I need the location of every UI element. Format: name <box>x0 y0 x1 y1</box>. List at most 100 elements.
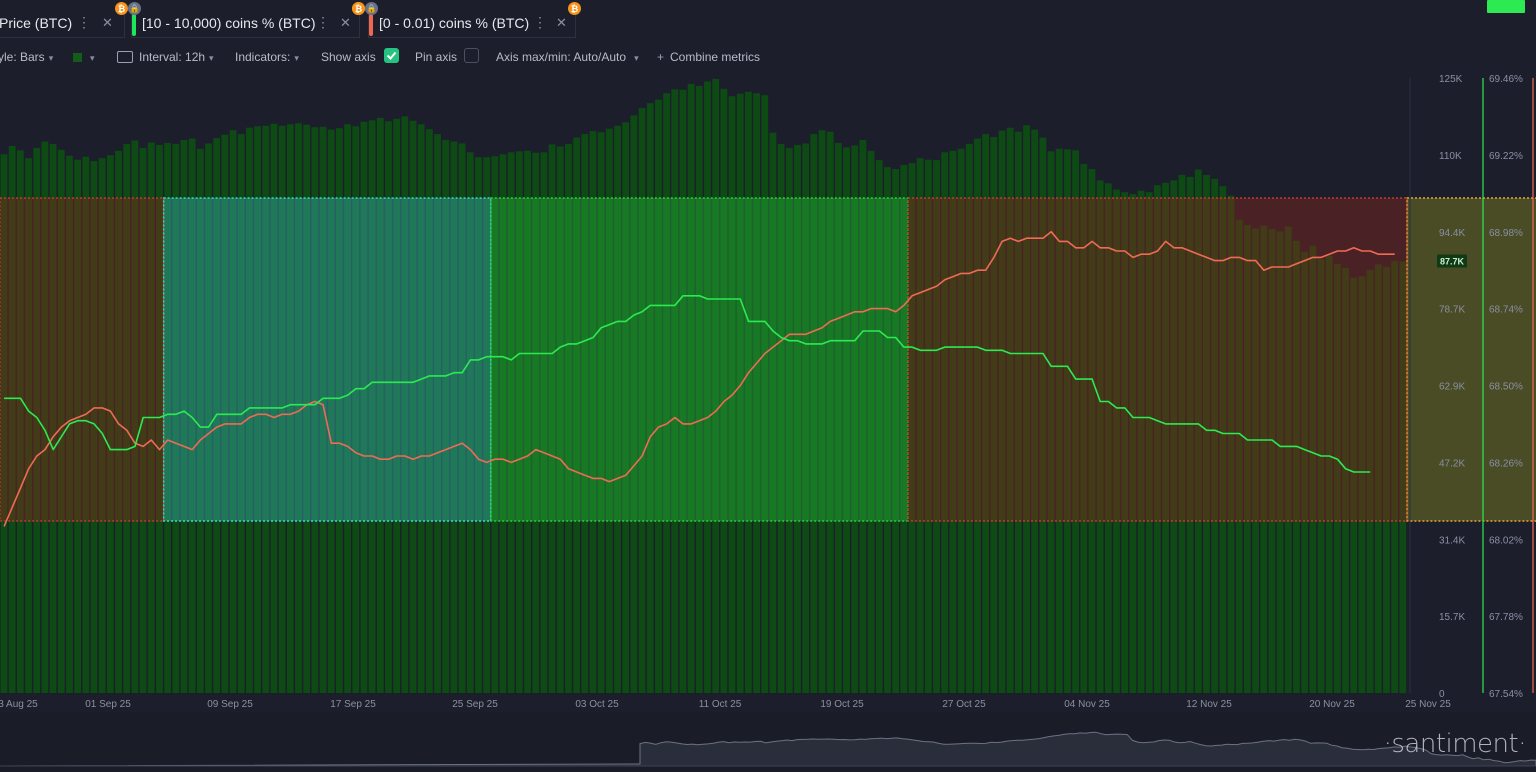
price-bar <box>393 118 401 693</box>
price-bar <box>1399 261 1407 693</box>
price-bar <box>655 99 662 693</box>
interval-label: Interval: 12h <box>139 50 206 64</box>
price-bar <box>0 154 8 693</box>
price-bar <box>466 152 474 694</box>
price-bar <box>1383 266 1390 693</box>
more-icon[interactable]: ⋮ <box>77 14 91 30</box>
price-bar <box>900 165 908 694</box>
price-bar <box>1219 186 1227 694</box>
price-bar <box>1350 277 1358 693</box>
price-axis-tick-label: 0 <box>1439 689 1445 700</box>
check-icon <box>386 51 397 60</box>
indicators-label: Indicators: <box>235 50 291 64</box>
close-icon[interactable]: ✕ <box>340 15 351 30</box>
price-bar <box>843 147 850 693</box>
price-bar <box>1064 149 1071 694</box>
price-bar <box>327 129 335 693</box>
price-bar <box>1104 183 1112 693</box>
price-bar <box>605 128 613 693</box>
timeline-navigator[interactable] <box>0 712 1536 772</box>
chart-canvas[interactable]: 125K 110K 94.4K 78.7K 62.9K 47.2K 31.4K 15.7K 0 6… <box>0 0 1536 712</box>
price-bar <box>1227 195 1235 693</box>
price-bar <box>1031 129 1039 693</box>
x-axis-tick-label: 3 Aug 25 <box>0 699 38 710</box>
price-bar <box>1325 255 1333 693</box>
percent-axis-tick-label: 68.02% <box>1489 535 1523 546</box>
combine-metrics-button[interactable]: + Combine metrics <box>657 50 760 64</box>
close-icon[interactable]: ✕ <box>556 15 567 30</box>
price-bar <box>924 159 932 693</box>
price-bar <box>802 143 810 693</box>
price-bar <box>1309 245 1317 693</box>
x-axis-tick-label: 25 Sep 25 <box>452 699 498 710</box>
price-bar <box>1137 190 1145 693</box>
tab-label: [0 - 0.01) coins % (BTC) <box>379 14 530 31</box>
pin-axis-checkbox[interactable] <box>464 48 479 63</box>
metric-tabs: Price (BTC) ⋮ ✕ ₿ [10 - 10,000) coins % … <box>0 0 1536 42</box>
indicators-dropdown[interactable]: Indicators: ▾ <box>235 50 299 64</box>
price-bar <box>614 125 621 693</box>
price-bar <box>884 167 891 693</box>
chevron-down-icon: ▾ <box>294 53 299 63</box>
price-bar <box>156 144 163 694</box>
price-bar <box>1006 127 1014 693</box>
price-bar <box>630 115 638 694</box>
more-icon[interactable]: ⋮ <box>533 14 547 30</box>
signal-zone-orange <box>1406 197 1536 522</box>
price-bar <box>450 141 458 693</box>
price-bar <box>736 93 744 693</box>
tab-price-btc[interactable]: Price (BTC) ⋮ ✕ ₿ <box>0 2 128 38</box>
price-bar <box>25 158 32 694</box>
price-bar <box>556 146 564 693</box>
price-bar <box>704 81 711 694</box>
more-icon[interactable]: ⋮ <box>316 14 330 30</box>
price-bar <box>172 143 180 694</box>
price-bar <box>1301 252 1309 693</box>
bitcoin-icon: ₿ <box>115 2 128 15</box>
price-bar <box>581 134 589 693</box>
price-bar <box>1162 182 1169 693</box>
price-bar <box>826 131 834 694</box>
shrimp-percent-line <box>3 230 1395 527</box>
show-axis-checkbox[interactable] <box>384 48 399 63</box>
price-bar <box>589 131 597 694</box>
price-bar <box>957 148 965 693</box>
price-bar <box>761 95 769 694</box>
signal-zone-cyan <box>162 197 492 522</box>
show-axis-label: Show axis <box>321 50 376 64</box>
style-dropdown[interactable]: yle: Bars ▾ <box>0 50 53 64</box>
percent-axis-tick-label: 68.74% <box>1489 305 1523 316</box>
series-color-bar <box>132 14 136 36</box>
price-bar <box>1276 231 1284 693</box>
lock-icon: 🔒 <box>365 2 378 15</box>
close-icon[interactable]: ✕ <box>102 15 113 30</box>
price-bar <box>49 143 57 694</box>
price-bar <box>941 152 949 694</box>
price-axis-tick-label: 31.4K <box>1439 535 1465 546</box>
price-bar <box>1194 169 1202 694</box>
price-bar <box>295 123 302 694</box>
axis-minmax-dropdown[interactable]: Axis max/min: Auto/Auto ▾ <box>496 50 639 64</box>
price-bar <box>1358 276 1366 693</box>
interval-dropdown[interactable]: Interval: 12h ▾ <box>117 50 214 64</box>
price-bar <box>1284 226 1292 694</box>
price-bar <box>1121 192 1129 694</box>
price-bar <box>1374 264 1382 693</box>
price-bar <box>818 130 826 694</box>
price-bar <box>524 150 531 694</box>
price-bar <box>491 156 499 693</box>
price-bar <box>810 134 818 693</box>
price-bar <box>532 152 540 693</box>
price-bar <box>867 150 875 694</box>
price-bar <box>376 117 384 694</box>
tab-shrimps[interactable]: [0 - 0.01) coins % (BTC) ⋮ ✕ ₿ 🔒 ₿ <box>352 2 581 38</box>
combine-label: Combine metrics <box>670 50 761 64</box>
price-bar <box>1154 185 1161 694</box>
price-bar <box>622 122 630 693</box>
price-axis-tick-label: 110K <box>1439 151 1462 162</box>
price-axis-tick-label: 62.9K <box>1439 382 1465 393</box>
price-bar <box>180 139 188 693</box>
color-dropdown[interactable]: ▾ <box>73 50 95 64</box>
price-bar <box>1170 180 1178 693</box>
price-bar <box>57 149 65 693</box>
